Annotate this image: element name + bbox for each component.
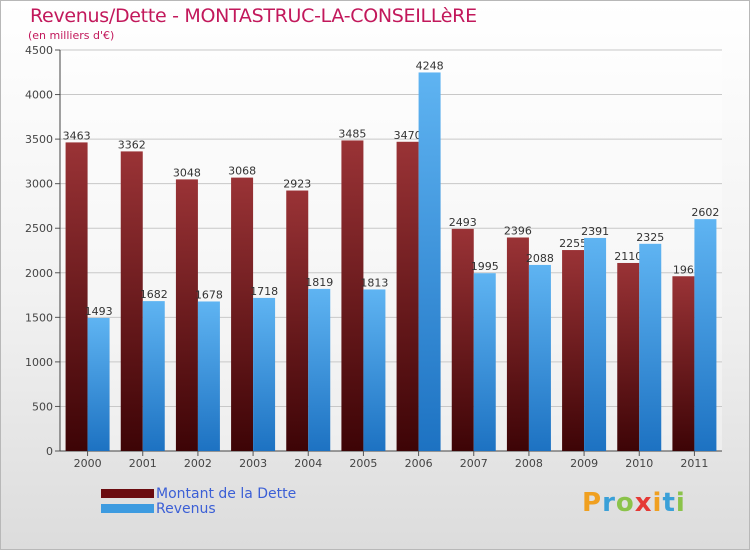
- logo-letter: t: [662, 488, 676, 518]
- bar-dette: [120, 151, 143, 451]
- data-label-dette: 2110: [614, 250, 642, 263]
- x-tick-label: 2006: [405, 457, 433, 470]
- y-tick-label: 0: [46, 445, 53, 458]
- y-tick-label: 4500: [25, 44, 53, 57]
- logo-letter: i: [675, 488, 686, 518]
- bar-revenus: [528, 264, 551, 451]
- data-label-revenus: 2088: [526, 252, 554, 265]
- data-label-revenus: 1493: [85, 305, 113, 318]
- bar-dette: [65, 142, 88, 452]
- bar-dette: [396, 141, 419, 452]
- data-label-dette: 3068: [228, 165, 256, 178]
- x-tick-label: 2010: [625, 457, 653, 470]
- bar-dette: [562, 250, 585, 451]
- data-label-dette: 3463: [63, 129, 91, 142]
- y-tick-label: 4000: [25, 89, 53, 102]
- bar-revenus: [197, 301, 220, 451]
- data-label-dette: 2396: [504, 224, 532, 237]
- x-tick-label: 2011: [680, 457, 708, 470]
- logo-letter: x: [634, 488, 653, 518]
- x-tick-label: 2004: [294, 457, 322, 470]
- bar-dette: [341, 140, 364, 451]
- legend-label-revenus: Revenus: [156, 501, 216, 517]
- x-tick-label: 2001: [129, 457, 157, 470]
- data-label-revenus: 2391: [581, 225, 609, 238]
- chart-title: Revenus/Dette - MONTASTRUC-LA-CONSEILLèR…: [30, 5, 477, 27]
- y-tick-label: 1500: [25, 311, 53, 324]
- x-tick-label: 2000: [74, 457, 102, 470]
- data-label-dette: 2255: [559, 237, 587, 250]
- bar-revenus: [473, 273, 496, 451]
- y-tick-label: 500: [32, 400, 53, 413]
- bar-revenus: [418, 72, 441, 452]
- bar-revenus: [584, 237, 607, 451]
- logo-letter: r: [602, 488, 616, 518]
- y-tick-label: 2500: [25, 222, 53, 235]
- chart-subtitle: (en milliers d'€): [28, 29, 115, 42]
- data-label-revenus: 1995: [471, 260, 499, 273]
- bar-revenus: [363, 289, 386, 451]
- x-tick-label: 2009: [570, 457, 598, 470]
- data-label-dette: 3470: [394, 129, 422, 142]
- data-label-dette: 2493: [449, 216, 477, 229]
- logo-letter: P: [582, 488, 603, 518]
- bar-revenus: [308, 288, 331, 451]
- x-tick-label: 2003: [239, 457, 267, 470]
- data-label-revenus: 1813: [360, 276, 388, 289]
- bar-revenus: [87, 317, 110, 451]
- data-label-dette: 196: [673, 263, 694, 276]
- data-label-revenus: 2325: [636, 231, 664, 244]
- bar-dette: [175, 179, 198, 451]
- y-tick-label: 1000: [25, 356, 53, 369]
- data-label-dette: 2923: [283, 178, 311, 191]
- plot-area: [60, 50, 722, 451]
- x-tick-label: 2002: [184, 457, 212, 470]
- bar-revenus: [253, 297, 276, 451]
- proxiti-logo: Proxiti: [582, 488, 686, 518]
- bar-dette: [451, 228, 474, 451]
- data-label-revenus: 1819: [305, 276, 333, 289]
- bar-revenus: [639, 243, 662, 451]
- data-label-revenus: 2602: [691, 206, 719, 219]
- data-label-dette: 3485: [338, 127, 366, 140]
- y-tick-label: 2000: [25, 267, 53, 280]
- bar-revenus: [142, 301, 165, 451]
- legend-swatch-revenus: [101, 504, 154, 513]
- data-label-revenus: 1678: [195, 288, 223, 301]
- data-label-dette: 3362: [118, 138, 146, 151]
- bar-dette: [672, 276, 695, 451]
- legend-swatch-dette: [101, 489, 154, 498]
- y-tick-label: 3000: [25, 178, 53, 191]
- legend-label-dette: Montant de la Dette: [156, 486, 297, 502]
- x-tick-label: 2005: [349, 457, 377, 470]
- x-tick-label: 2008: [515, 457, 543, 470]
- bar-revenus: [694, 219, 717, 451]
- data-label-dette: 3048: [173, 166, 201, 179]
- data-label-revenus: 1682: [140, 288, 168, 301]
- bar-dette: [231, 177, 254, 451]
- logo-letter: i: [652, 488, 663, 518]
- x-tick-label: 2007: [460, 457, 488, 470]
- data-label-revenus: 1718: [250, 285, 278, 298]
- data-label-revenus: 4248: [416, 59, 444, 72]
- bar-dette: [506, 237, 529, 451]
- logo-letter: o: [615, 488, 635, 518]
- y-tick-label: 3500: [25, 133, 53, 146]
- bar-dette: [617, 262, 640, 451]
- bar-dette: [286, 190, 309, 451]
